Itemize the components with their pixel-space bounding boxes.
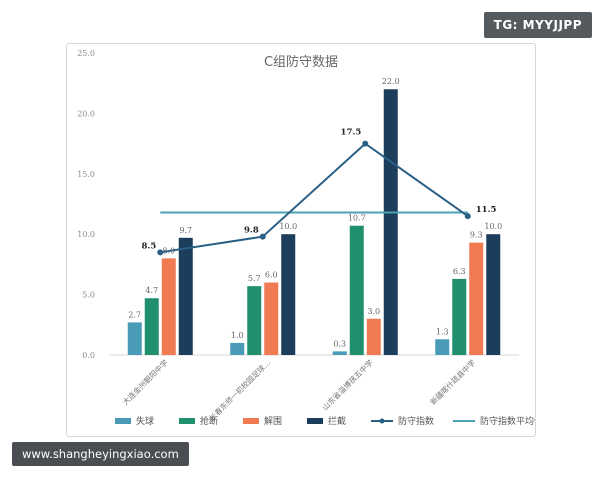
legend-label: 解围	[264, 415, 282, 427]
legend-label: 防守指数平均值	[480, 415, 535, 427]
index-point	[464, 213, 471, 220]
legend-label: 拦截	[328, 415, 346, 427]
legend-line-marker	[379, 418, 385, 424]
bar	[349, 225, 364, 355]
defense-chart: C组防守数据0.05.010.015.020.025.02.74.78.09.7…	[77, 49, 535, 427]
legend-swatch	[307, 418, 323, 424]
bar-data-label: 4.7	[145, 286, 158, 295]
category-label: 山东省淄博孩五中学	[320, 357, 375, 412]
bar	[230, 342, 245, 355]
bar-data-label: 6.3	[453, 267, 466, 276]
index-data-label: 11.5	[476, 205, 497, 215]
index-data-label: 8.5	[141, 241, 156, 251]
legend-label: 抢断	[200, 415, 218, 427]
y-tick-label: 20.0	[77, 109, 95, 118]
bar	[161, 258, 176, 355]
y-tick-label: 15.0	[77, 170, 95, 179]
bar	[366, 318, 381, 355]
category-label: 长春东师一初校园足球…	[207, 357, 272, 422]
y-tick-label: 0.0	[82, 351, 95, 360]
bar	[178, 237, 193, 355]
index-point	[362, 140, 369, 147]
bar	[144, 298, 159, 355]
bar	[486, 234, 501, 355]
category-label: 大连金州朝阳中学	[120, 357, 170, 407]
bar-data-label: 5.7	[248, 274, 261, 283]
bar-data-label: 10.0	[279, 222, 297, 231]
bar	[332, 351, 347, 355]
url-watermark: www.shangheyingxiao.com	[12, 442, 189, 466]
chart-title: C组防守数据	[264, 54, 338, 70]
bar	[247, 286, 262, 355]
bar-data-label: 2.7	[128, 310, 141, 319]
bar-data-label: 22.0	[382, 77, 400, 86]
bar-data-label: 10.7	[348, 214, 366, 223]
bar-data-label: 1.0	[231, 331, 244, 340]
bar	[452, 278, 467, 355]
legend-label: 失球	[136, 415, 154, 427]
chart-card: C组防守数据 0.0 5.0 10.0 15.0 20.0 25.0 2.7 4.7 8.0 9.7…	[66, 43, 536, 437]
legend-label: 防守指数	[398, 415, 434, 427]
y-tick-label: 10.0	[77, 230, 95, 239]
index-data-label: 9.8	[244, 226, 259, 236]
bar	[281, 234, 296, 355]
index-data-label: 17.5	[341, 128, 362, 138]
legend-swatch	[115, 418, 131, 424]
bar-data-label: 1.3	[436, 327, 449, 336]
bar-data-label: 0.3	[333, 339, 346, 348]
bar-data-label: 6.0	[265, 271, 278, 280]
bar	[127, 322, 142, 355]
index-point	[259, 233, 266, 240]
legend-swatch	[243, 418, 259, 424]
bar-data-label: 9.7	[179, 226, 192, 235]
bar-data-label: 3.0	[367, 307, 380, 316]
tg-badge: TG: MYYJJPP	[483, 12, 592, 38]
category-label: 新疆喀什疏县中学	[428, 357, 478, 407]
y-tick-label: 25.0	[77, 49, 95, 58]
legend-swatch	[179, 418, 195, 424]
bar	[469, 242, 484, 355]
bar	[383, 89, 398, 356]
bar-data-label: 9.3	[470, 231, 483, 240]
bar	[435, 339, 450, 355]
bar	[264, 282, 279, 355]
index-point	[157, 249, 164, 256]
y-tick-label: 5.0	[82, 291, 95, 300]
bar-data-label: 10.0	[484, 222, 502, 231]
index-line	[160, 142, 469, 254]
